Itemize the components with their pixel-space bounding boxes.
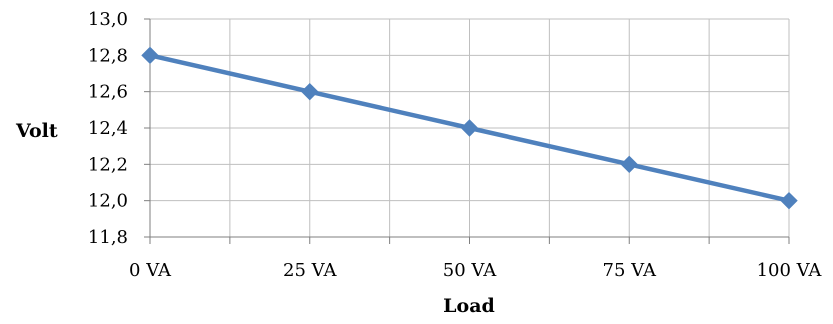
data-point-marker [141,46,159,65]
x-tick-label: 50 VA [443,260,497,281]
data-point-marker [460,119,479,137]
x-axis-title: Load [443,295,495,317]
x-tick-label: 0 VA [129,260,172,281]
y-tick-label: 12,8 [88,45,128,66]
data-point-marker [780,191,798,210]
y-axis-title: Volt [15,120,58,142]
y-tick-label: 12,2 [88,154,128,175]
x-tick-label: 75 VA [603,260,657,281]
series-layer [141,46,798,210]
x-tick-label: 25 VA [283,260,337,281]
y-tick-label: 12,4 [88,118,128,139]
y-tick-label: 12,0 [88,191,128,212]
x-tick-label: 100 VA [757,260,823,281]
data-point-marker [620,155,638,174]
y-tick-label: 12,6 [88,82,128,103]
y-tick-label: 13,0 [88,9,128,30]
data-point-marker [301,82,319,101]
tick-labels: 11,8 12,0 12,2 12,4 12,6 12,8 13,0 0 VA 25 VA 50 … [88,9,823,281]
y-tick-label: 11,8 [88,227,128,248]
